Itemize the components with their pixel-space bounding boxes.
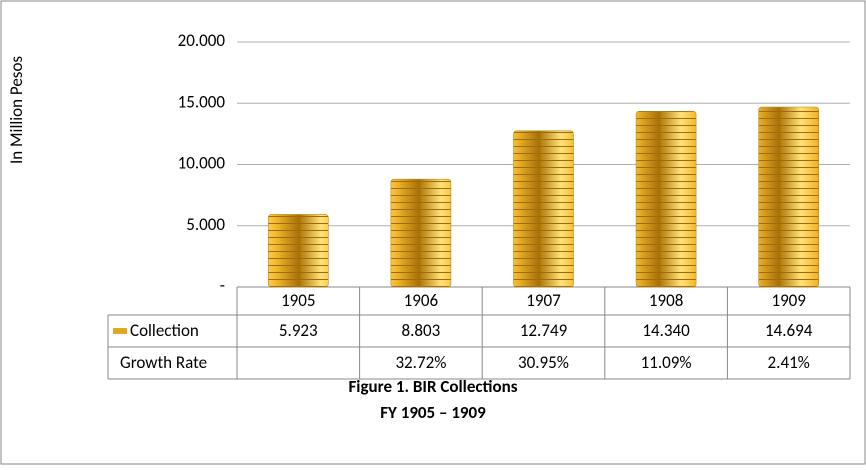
caption: Figure 1. BIR Collections <box>348 376 517 397</box>
bar <box>635 111 697 288</box>
table-value: 14.340 <box>642 320 690 341</box>
table-value: 5.923 <box>279 320 318 341</box>
y-tick-label: 5.000 <box>186 214 225 235</box>
legend-key <box>113 328 127 334</box>
caption: FY 1905 – 1909 <box>380 402 486 423</box>
bar <box>513 130 574 288</box>
table-value: 32.72% <box>395 352 446 373</box>
y-axis-label: In Million Pesos <box>6 56 27 164</box>
x-tick-label: 1905 <box>281 290 315 311</box>
bar <box>390 178 452 288</box>
table-value: 11.09% <box>641 352 692 373</box>
bar <box>758 106 820 288</box>
table-value: 2.41% <box>768 352 810 373</box>
y-tick-label: 10.000 <box>178 153 226 174</box>
x-tick-label: 1906 <box>404 290 439 311</box>
x-tick-label: 1908 <box>649 290 683 311</box>
y-tick-label: 20.000 <box>178 30 226 51</box>
x-tick-label: 1909 <box>771 290 806 311</box>
table-value: 12.749 <box>520 320 568 341</box>
y-tick-label: - <box>220 275 225 296</box>
table-value: 30.95% <box>518 352 569 373</box>
y-tick-label: 15.000 <box>178 91 226 112</box>
table-value: 14.694 <box>765 320 813 341</box>
bar <box>267 214 329 288</box>
legend-label: Collection <box>130 320 199 341</box>
table-value: 8.803 <box>402 320 441 341</box>
row-label: Growth Rate <box>120 352 207 373</box>
x-tick-label: 1907 <box>526 290 561 311</box>
